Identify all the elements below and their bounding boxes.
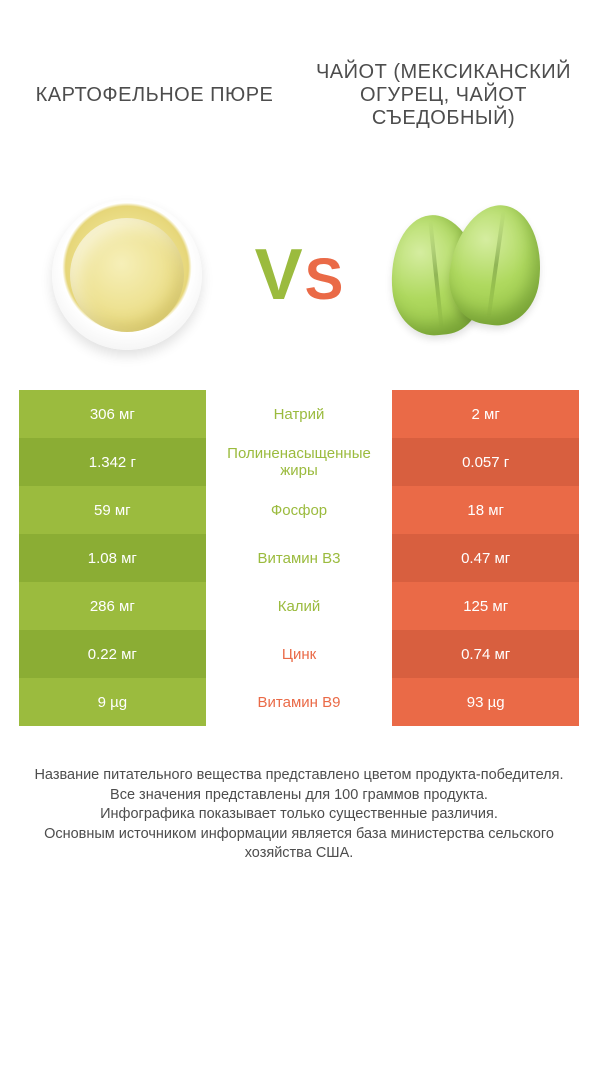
header: КАРТОФЕЛЬНОЕ ПЮРЕ ЧАЙОТ (МЕКСИКАНСКИЙ ОГ… [0, 0, 598, 180]
table-row: 9 µgВитамин B993 µg [19, 678, 579, 726]
right-value: 0.057 г [392, 438, 579, 486]
right-value: 0.74 мг [392, 630, 579, 678]
nutrient-name: Калий [206, 582, 393, 630]
nutrient-name: Натрий [206, 390, 393, 438]
left-value: 9 µg [19, 678, 206, 726]
table-row: 59 мгФосфор18 мг [19, 486, 579, 534]
footer-line: Название питательного вещества представл… [18, 766, 580, 786]
right-value: 125 мг [392, 582, 579, 630]
table-row: 1.08 мгВитамин B30.47 мг [19, 534, 579, 582]
table-row: 286 мгКалий125 мг [19, 582, 579, 630]
right-value: 93 µg [392, 678, 579, 726]
comparison-table: 306 мгНатрий2 мг1.342 гПолиненасыщенные … [19, 390, 579, 726]
footer-line: Все значения представлены для 100 граммо… [18, 786, 580, 806]
left-value: 306 мг [19, 390, 206, 438]
mashed-potato-icon [52, 200, 202, 350]
chayote-icon [391, 200, 551, 350]
vs-label: V S [255, 234, 344, 316]
table-row: 0.22 мгЦинк0.74 мг [19, 630, 579, 678]
right-food-image [386, 190, 556, 360]
left-food-image [42, 190, 212, 360]
table-row: 306 мгНатрий2 мг [19, 390, 579, 438]
nutrient-name: Витамин B9 [206, 678, 393, 726]
right-value: 2 мг [392, 390, 579, 438]
left-value: 1.08 мг [19, 534, 206, 582]
footer-notes: Название питательного вещества представл… [0, 726, 598, 864]
right-value: 18 мг [392, 486, 579, 534]
right-value: 0.47 мг [392, 534, 579, 582]
footer-line: Основным источником информации является … [18, 825, 580, 864]
nutrient-name: Цинк [206, 630, 393, 678]
left-value: 286 мг [19, 582, 206, 630]
vs-s: S [305, 246, 344, 313]
nutrient-name: Витамин B3 [206, 534, 393, 582]
left-value: 59 мг [19, 486, 206, 534]
vs-v: V [255, 234, 303, 316]
nutrient-name: Полиненасыщенные жиры [206, 438, 393, 486]
left-value: 0.22 мг [19, 630, 206, 678]
footer-line: Инфографика показывает только существенн… [18, 805, 580, 825]
vs-row: V S [0, 180, 598, 390]
right-food-title: ЧАЙОТ (МЕКСИКАНСКИЙ ОГУРЕЦ, ЧАЙОТ СЪЕДОБ… [313, 61, 573, 130]
table-row: 1.342 гПолиненасыщенные жиры0.057 г [19, 438, 579, 486]
left-value: 1.342 г [19, 438, 206, 486]
left-food-title: КАРТОФЕЛЬНОЕ ПЮРЕ [24, 84, 284, 107]
nutrient-name: Фосфор [206, 486, 393, 534]
